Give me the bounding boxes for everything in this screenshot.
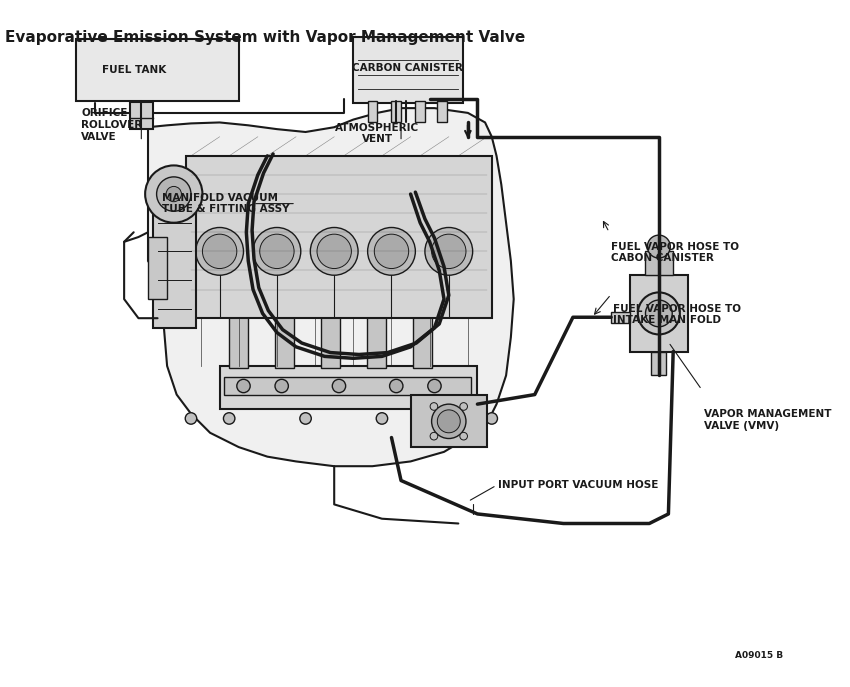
Circle shape — [486, 413, 497, 424]
Circle shape — [425, 227, 473, 275]
Circle shape — [428, 379, 441, 393]
Bar — [130, 102, 153, 129]
Bar — [651, 352, 666, 376]
Bar — [392, 102, 401, 122]
Circle shape — [645, 300, 672, 327]
Circle shape — [452, 413, 464, 424]
Circle shape — [260, 234, 294, 269]
Circle shape — [432, 234, 466, 269]
Text: ORIFICE
ROLLOVER
VALVE: ORIFICE ROLLOVER VALVE — [81, 109, 143, 142]
Circle shape — [432, 404, 466, 438]
Circle shape — [460, 432, 468, 440]
Text: FUEL TANK: FUEL TANK — [101, 65, 166, 75]
Text: CARBON CANISTER: CARBON CANISTER — [352, 63, 463, 73]
Bar — [630, 275, 688, 352]
Bar — [153, 213, 196, 328]
Circle shape — [300, 413, 311, 424]
Bar — [230, 315, 248, 368]
Circle shape — [166, 186, 181, 202]
Bar — [76, 39, 239, 102]
Circle shape — [310, 227, 358, 275]
Bar — [416, 102, 425, 122]
Text: A09015 B: A09015 B — [735, 651, 783, 660]
Text: VAPOR MANAGEMENT
VALVE (VMV): VAPOR MANAGEMENT VALVE (VMV) — [704, 409, 831, 431]
Circle shape — [196, 227, 243, 275]
Circle shape — [224, 413, 235, 424]
Circle shape — [202, 234, 237, 269]
Circle shape — [145, 166, 202, 223]
Circle shape — [638, 293, 680, 335]
Text: FUEL VAPOR HOSE TO
CABON CANISTER: FUEL VAPOR HOSE TO CABON CANISTER — [611, 242, 740, 263]
Bar — [320, 315, 340, 368]
Circle shape — [275, 379, 288, 393]
Bar — [148, 237, 167, 299]
Polygon shape — [148, 108, 513, 466]
Text: INPUT PORT VACUUM HOSE: INPUT PORT VACUUM HOSE — [498, 480, 659, 491]
Circle shape — [377, 413, 388, 424]
Bar — [224, 377, 471, 394]
Circle shape — [648, 235, 671, 258]
Circle shape — [156, 177, 191, 211]
Circle shape — [185, 413, 196, 424]
Text: MANIFOLD VACUUM
TUBE & FITTING ASSY: MANIFOLD VACUUM TUBE & FITTING ASSY — [162, 193, 290, 214]
Bar — [219, 366, 478, 409]
Circle shape — [389, 379, 403, 393]
Circle shape — [438, 410, 460, 433]
Bar — [411, 394, 487, 447]
Text: ATMOSPHERIC
VENT: ATMOSPHERIC VENT — [335, 123, 419, 144]
Bar — [644, 251, 673, 275]
Text: FUEL VAPOR HOSE TO
INTAKE MANIFOLD: FUEL VAPOR HOSE TO INTAKE MANIFOLD — [613, 304, 741, 326]
Bar — [186, 156, 492, 318]
Bar — [611, 311, 630, 323]
Bar — [275, 315, 294, 368]
Circle shape — [430, 403, 438, 410]
Bar — [367, 102, 377, 122]
Bar — [366, 315, 386, 368]
Circle shape — [332, 379, 346, 393]
Circle shape — [430, 432, 438, 440]
Circle shape — [253, 227, 301, 275]
Circle shape — [460, 403, 468, 410]
Bar — [438, 102, 447, 122]
Circle shape — [237, 379, 250, 393]
Circle shape — [367, 227, 416, 275]
Bar — [354, 36, 463, 103]
Circle shape — [374, 234, 409, 269]
Text: Evaporative Emission System with Vapor Management Valve: Evaporative Emission System with Vapor M… — [5, 30, 525, 45]
Circle shape — [317, 234, 351, 269]
Bar — [412, 315, 432, 368]
